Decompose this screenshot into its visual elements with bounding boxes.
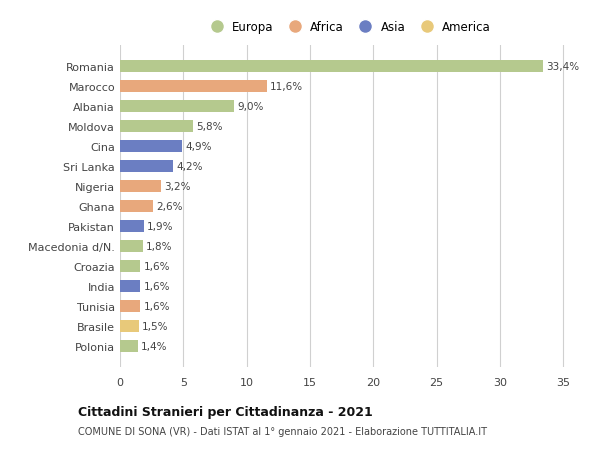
Text: 1,9%: 1,9% [147,222,174,231]
Bar [120,201,153,213]
Bar [120,140,182,152]
Text: 1,8%: 1,8% [146,241,172,252]
Text: Cittadini Stranieri per Cittadinanza - 2021: Cittadini Stranieri per Cittadinanza - 2… [78,405,373,419]
Bar [120,121,193,133]
Text: 33,4%: 33,4% [546,62,580,72]
Bar [120,341,138,353]
Legend: Europa, Africa, Asia, America: Europa, Africa, Asia, America [200,17,496,39]
Text: 1,6%: 1,6% [143,262,170,272]
Text: COMUNE DI SONA (VR) - Dati ISTAT al 1° gennaio 2021 - Elaborazione TUTTITALIA.IT: COMUNE DI SONA (VR) - Dati ISTAT al 1° g… [78,426,487,436]
Bar [120,61,543,73]
Bar [120,241,143,252]
Bar [120,221,144,233]
Bar [120,161,173,173]
Text: 4,9%: 4,9% [185,141,212,151]
Bar [120,80,267,93]
Bar [120,280,140,292]
Text: 1,6%: 1,6% [143,302,170,312]
Bar [120,261,140,273]
Text: 3,2%: 3,2% [164,182,190,191]
Text: 1,5%: 1,5% [142,322,169,331]
Text: 1,6%: 1,6% [143,281,170,291]
Text: 2,6%: 2,6% [156,202,182,212]
Bar [120,301,140,313]
Text: 4,2%: 4,2% [176,162,203,172]
Bar [120,180,161,192]
Text: 11,6%: 11,6% [270,82,303,91]
Bar [120,101,234,112]
Text: 1,4%: 1,4% [141,341,167,352]
Bar [120,320,139,333]
Text: 5,8%: 5,8% [197,122,223,132]
Text: 9,0%: 9,0% [237,101,263,112]
